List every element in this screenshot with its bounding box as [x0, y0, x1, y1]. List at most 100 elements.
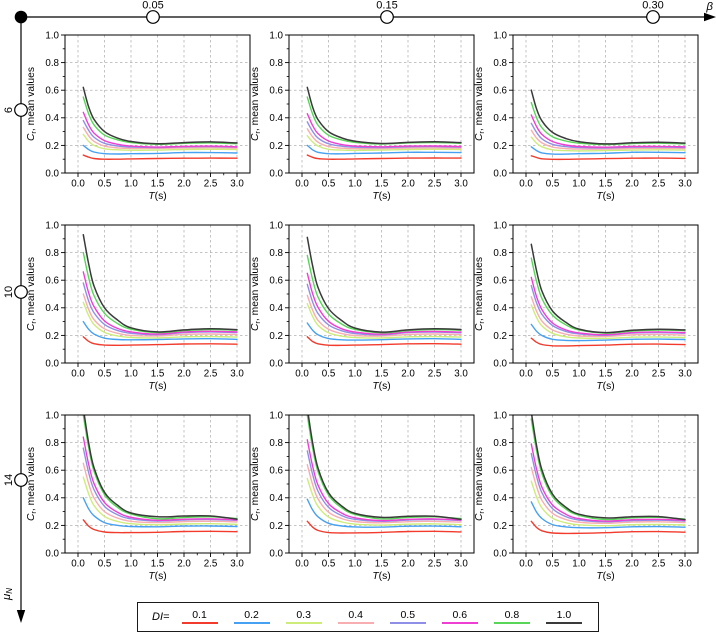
y-tick-label: 0.6 [493, 276, 507, 287]
series-group [530, 243, 686, 347]
y-tick-label: 0.4 [493, 113, 507, 124]
x-tick-label: 2.0 [177, 559, 191, 570]
x-tick-label: 1.0 [348, 179, 362, 190]
x-tick-label: 3.0 [454, 369, 468, 380]
legend-color-line [233, 622, 270, 625]
series-di-0.6 [82, 271, 238, 335]
x-tick-label: 3.0 [230, 179, 244, 190]
y-tick-label: 0.4 [45, 493, 59, 504]
mu-axis-arrow [16, 610, 26, 623]
x-axis: 0.0 0.5 1.0 1.5 2.0 2.5 3.0 [71, 173, 244, 190]
legend-item-di-0.3: 0.3 [282, 610, 326, 625]
legend-value: 0.6 [452, 608, 468, 621]
beta-axis-arrow [704, 12, 716, 22]
series-di-0.5 [82, 447, 238, 522]
y-axis: 0.0 0.2 0.4 0.6 0.8 1.0 [269, 410, 289, 559]
x-tick-label: 0.0 [71, 179, 85, 190]
series-di-0.8 [82, 96, 238, 146]
x-axis-label: T(s) [148, 381, 166, 392]
x-axis: 0.0 0.5 1.0 1.5 2.0 2.5 3.0 [71, 553, 244, 570]
y-axis: 0.0 0.2 0.4 0.6 0.8 1.0 [45, 30, 65, 179]
series-di-0.1 [82, 519, 238, 534]
x-axis-label: T(s) [148, 191, 166, 202]
x-axis: 0.0 0.5 1.0 1.5 2.0 2.5 3.0 [295, 553, 468, 570]
x-tick-label: 1.5 [599, 179, 613, 190]
x-tick-label: 3.0 [678, 179, 692, 190]
y-tick-label: 0.0 [269, 548, 283, 559]
series-di-0.1 [530, 155, 686, 161]
series-group [306, 86, 462, 160]
legend-color-line [545, 622, 582, 625]
x-axis: 0.0 0.5 1.0 1.5 2.0 2.5 3.0 [519, 553, 692, 570]
y-axis: 0.0 0.2 0.4 0.6 0.8 1.0 [493, 220, 513, 369]
series-di-0.8 [82, 415, 238, 520]
x-tick-label: 2.5 [652, 179, 666, 190]
x-tick-label: 2.5 [204, 559, 218, 570]
x-axis: 0.0 0.5 1.0 1.5 2.0 2.5 3.0 [71, 363, 244, 380]
x-tick-label: 0.0 [295, 559, 309, 570]
series-di-0.3 [530, 480, 686, 527]
y-tick-label: 0.2 [45, 141, 59, 152]
mu-marker-14 [14, 473, 28, 487]
y-axis: 0.0 0.2 0.4 0.6 0.8 1.0 [45, 410, 65, 559]
series-di-0.2 [530, 146, 686, 155]
legend-title: DI= [152, 610, 170, 623]
legend-color-line [285, 622, 322, 625]
y-tick-label: 0.4 [45, 303, 59, 314]
x-tick-label: 0.0 [519, 179, 533, 190]
y-tick-label: 0.0 [269, 358, 283, 369]
x-tick-label: 0.5 [98, 559, 112, 570]
y-tick-label: 0.8 [45, 248, 59, 259]
x-tick-label: 1.0 [124, 179, 138, 190]
gridlines [289, 415, 474, 553]
x-tick-label: 1.0 [124, 559, 138, 570]
x-tick-label: 1.0 [572, 559, 586, 570]
subplot-mu10-beta0.30: 0.0 0.5 1.0 1.5 2.0 2.5 3.0 0.0 0.2 0.4 0.6 0.8 1.0 T… [474, 220, 699, 392]
x-axis-label: T(s) [372, 571, 390, 582]
x-tick-label: 0.0 [295, 179, 309, 190]
series-di-0.4 [306, 294, 462, 337]
y-tick-label: 0.6 [269, 466, 283, 477]
y-tick-label: 0.6 [45, 466, 59, 477]
series-di-0.4 [306, 464, 462, 524]
y-tick-label: 0.6 [269, 276, 283, 287]
series-di-0.6 [530, 443, 686, 522]
x-tick-label: 1.5 [375, 559, 389, 570]
y-tick-label: 1.0 [269, 220, 283, 231]
series-di-0.1 [306, 336, 462, 347]
subplot-mu10-beta0.05: 0.0 0.5 1.0 1.5 2.0 2.5 3.0 0.0 0.2 0.4 0.6 0.8 1.0 T… [26, 220, 251, 392]
y-tick-label: 0.2 [45, 521, 59, 532]
x-axis: 0.0 0.5 1.0 1.5 2.0 2.5 3.0 [519, 363, 692, 380]
series-di-0.8 [306, 254, 462, 334]
subplot-mu6-beta0.05: 0.0 0.5 1.0 1.5 2.0 2.5 3.0 0.0 0.2 0.4 0.6 0.8 1.0 T… [26, 30, 251, 202]
series-di-0.6 [530, 114, 686, 148]
y-tick-label: 0.8 [45, 438, 59, 449]
series-group [530, 89, 686, 161]
x-tick-label: 1.5 [599, 369, 613, 380]
series-di-0.2 [306, 322, 462, 341]
y-tick-label: 0.8 [45, 58, 59, 69]
legend-color-line [389, 622, 426, 625]
x-tick-label: 2.0 [625, 369, 639, 380]
y-axis-label: Cr, mean values [250, 67, 262, 141]
series-di-1.0 [83, 415, 238, 520]
y-tick-label: 0.0 [45, 168, 59, 179]
x-tick-label: 0.0 [295, 369, 309, 380]
legend-color-line [337, 622, 374, 625]
mu-value-label: 6 [3, 107, 15, 113]
series-di-0.8 [530, 418, 686, 521]
y-tick-label: 1.0 [269, 410, 283, 421]
series-di-0.5 [306, 283, 462, 336]
series-di-0.3 [306, 303, 462, 339]
y-tick-label: 0.0 [45, 548, 59, 559]
y-tick-label: 0.6 [493, 86, 507, 97]
x-axis: 0.0 0.5 1.0 1.5 2.0 2.5 3.0 [295, 363, 468, 380]
x-tick-label: 0.5 [546, 179, 560, 190]
x-axis: 0.0 0.5 1.0 1.5 2.0 2.5 3.0 [295, 173, 468, 190]
x-axis-label: T(s) [596, 381, 614, 392]
y-tick-label: 0.8 [269, 248, 283, 259]
series-di-0.3 [306, 135, 462, 152]
y-axis: 0.0 0.2 0.4 0.6 0.8 1.0 [269, 30, 289, 179]
x-tick-label: 3.0 [454, 559, 468, 570]
beta-marker-0.05 [146, 10, 160, 24]
